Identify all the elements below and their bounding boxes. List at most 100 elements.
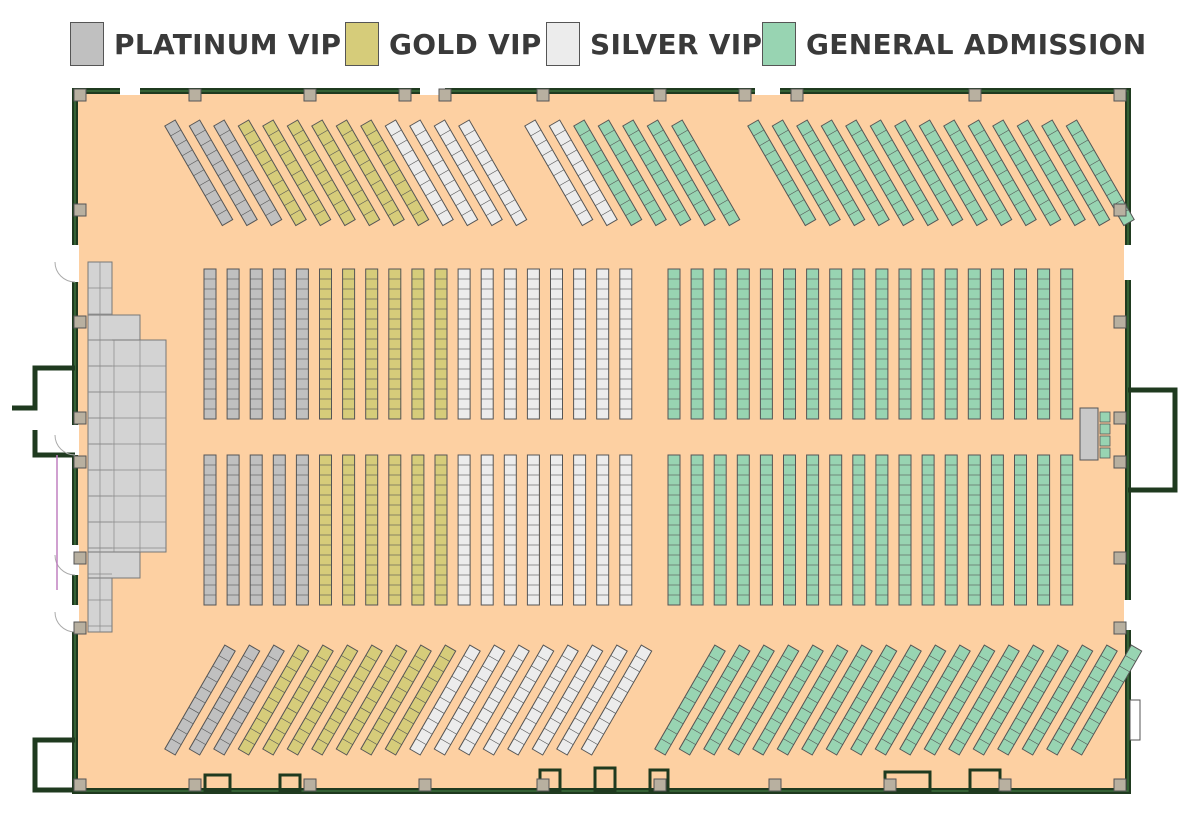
platinum-swatch [70,22,104,66]
seat-divider [519,727,531,735]
seat-divider [917,675,928,683]
seat-divider [1027,179,1038,187]
seat-divider [611,696,622,704]
seat-divider [924,129,936,137]
seat-row [388,268,402,420]
left-vestibule [12,365,75,458]
seat-row-body [365,268,379,420]
seat-divider [439,129,451,137]
seat-divider [887,727,898,735]
seat-divider [954,738,966,745]
seat-divider [335,665,346,673]
seat-divider [838,149,850,157]
angled-seat-row [573,119,643,227]
seat-divider [538,738,549,745]
side-door-panel [1129,699,1141,741]
seat-divider [389,169,401,177]
column [1113,88,1127,102]
seat-divider [1015,159,1027,167]
seat-divider [531,707,543,714]
seat-divider [856,696,867,704]
seat-divider [433,707,445,714]
angled-seat-row [678,644,751,756]
seat-divider [513,738,525,745]
seat-divider [278,189,290,196]
angled-seat-row [360,644,432,756]
seat-divider [1076,179,1087,187]
seat-divider [677,129,689,137]
seat-divider [206,675,218,683]
seat-row-body [713,454,727,606]
seat-row [619,268,633,420]
seat-row [759,454,773,606]
seat-divider [366,696,377,704]
seat-divider [851,129,863,137]
seat-divider [364,169,376,177]
seat-divider [881,139,893,147]
seat-divider [390,655,401,662]
seat-divider [562,696,573,704]
seat-divider [832,139,844,147]
seat-divider [464,696,475,704]
seat-divider [709,738,721,745]
angled-seat-row [531,644,604,756]
seat-divider [605,707,616,714]
seat-row [783,268,796,420]
seat-divider [1022,129,1034,137]
seat-divider [721,717,733,725]
seat-divider [387,209,399,216]
seat-row [667,268,681,420]
seat-divider [229,189,241,196]
seat-divider [536,139,547,147]
seat-divider [408,159,419,167]
seat-divider [262,707,273,714]
desk-seat [1099,435,1111,447]
seat-row-body [365,454,379,606]
seat-divider [397,727,408,735]
seat-divider [272,179,284,187]
seat-divider [475,149,487,157]
seat-divider [891,199,903,206]
seat-row [365,454,379,606]
angled-seat-row [992,119,1062,227]
wall-niche [593,766,617,793]
seat-row-body [829,268,843,420]
seat-divider [1051,655,1063,662]
door-swing [54,434,76,456]
angled-seat-row [850,644,922,756]
seat-row-body [990,268,1004,420]
seat-divider [788,686,800,693]
seat-row [829,268,843,420]
seat-divider [406,199,418,206]
seat-divider [436,209,448,216]
seat-divider [1088,675,1100,683]
seat-divider [225,727,237,735]
seat-divider [323,727,335,735]
seat-divider [225,686,236,693]
seat-divider [1027,655,1038,662]
seat-divider [201,727,212,735]
seat-row-body [829,454,843,606]
seat-divider [195,738,206,745]
seat-row-body [806,268,820,420]
seat-divider [562,738,574,745]
seat-divider [487,169,499,177]
column [653,88,667,102]
seat-divider [905,738,917,745]
seat-row-body [967,454,981,606]
seat-divider [807,696,818,704]
seat-row-body [342,268,356,420]
seat-divider [844,717,855,725]
seat-divider [947,169,959,177]
angled-seat-row [360,119,430,227]
seat-divider [396,139,408,147]
angled-seat-row [869,119,939,227]
seat-row [1060,268,1074,420]
seat-divider [1014,199,1025,206]
seat-divider [1089,717,1100,725]
seat-divider [560,139,572,147]
seat-divider [586,696,598,704]
seat-divider [457,665,469,673]
seat-divider [1076,696,1088,704]
